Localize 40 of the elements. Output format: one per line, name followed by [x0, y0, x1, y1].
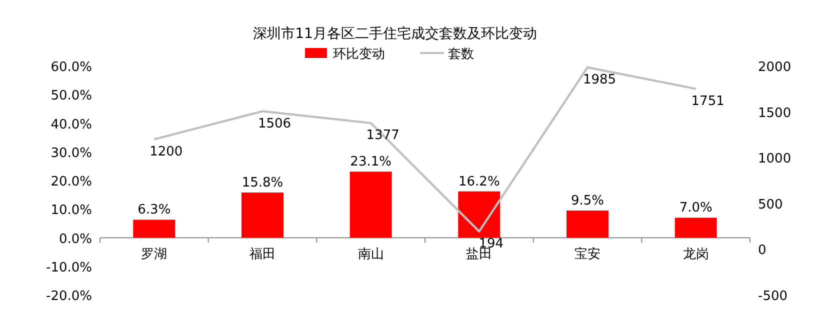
x-tick-label: 罗湖	[141, 246, 168, 262]
data-label: 16.2%	[458, 174, 500, 190]
bar	[242, 192, 284, 238]
y2-tick-label: 1000	[758, 152, 792, 167]
data-label: 1985	[582, 72, 616, 88]
legend-label: 套数	[448, 47, 474, 62]
y2-tick-label: 1500	[758, 106, 792, 121]
data-label: 7.0%	[679, 200, 712, 216]
y-tick-label: 40.0%	[50, 117, 92, 132]
y-tick-label: 20.0%	[50, 174, 92, 190]
y-tick-label: 0.0%	[58, 232, 92, 247]
legend-label: 环比变动	[333, 47, 385, 62]
y-tick-label: 60.0%	[50, 60, 92, 75]
data-label: 6.3%	[138, 202, 171, 218]
bar	[350, 172, 392, 238]
data-label: 15.8%	[242, 176, 284, 191]
y-tick-label: 30.0%	[50, 146, 92, 161]
y-tick-label: -10.0%	[46, 260, 92, 276]
y2-tick-label: 500	[758, 197, 783, 212]
data-label: 23.1%	[350, 154, 392, 170]
y-tick-label: 10.0%	[50, 203, 92, 218]
x-tick-label: 宝安	[574, 246, 600, 262]
bar	[674, 218, 717, 238]
data-label: 1751	[691, 94, 724, 109]
y2-tick-label: 0	[758, 243, 766, 258]
bar	[133, 220, 176, 238]
bar	[566, 210, 608, 238]
y2-tick-label: 2000	[758, 60, 792, 75]
x-tick-label: 龙岗	[682, 246, 709, 262]
data-label: 1506	[258, 116, 292, 132]
y2-tick-label: -500	[758, 289, 788, 304]
data-label: 1377	[366, 128, 400, 144]
data-label: 9.5%	[570, 194, 604, 209]
y-tick-label: -20.0%	[46, 289, 92, 304]
x-tick-label: 南山	[358, 246, 384, 262]
bar	[458, 191, 500, 238]
data-label: 1200	[150, 144, 183, 160]
chart-title: 深圳市11月各区二手住宅成交套数及环比变动	[253, 26, 537, 42]
y-tick-label: 50.0%	[50, 88, 92, 104]
x-tick-label: 福田	[250, 246, 276, 262]
